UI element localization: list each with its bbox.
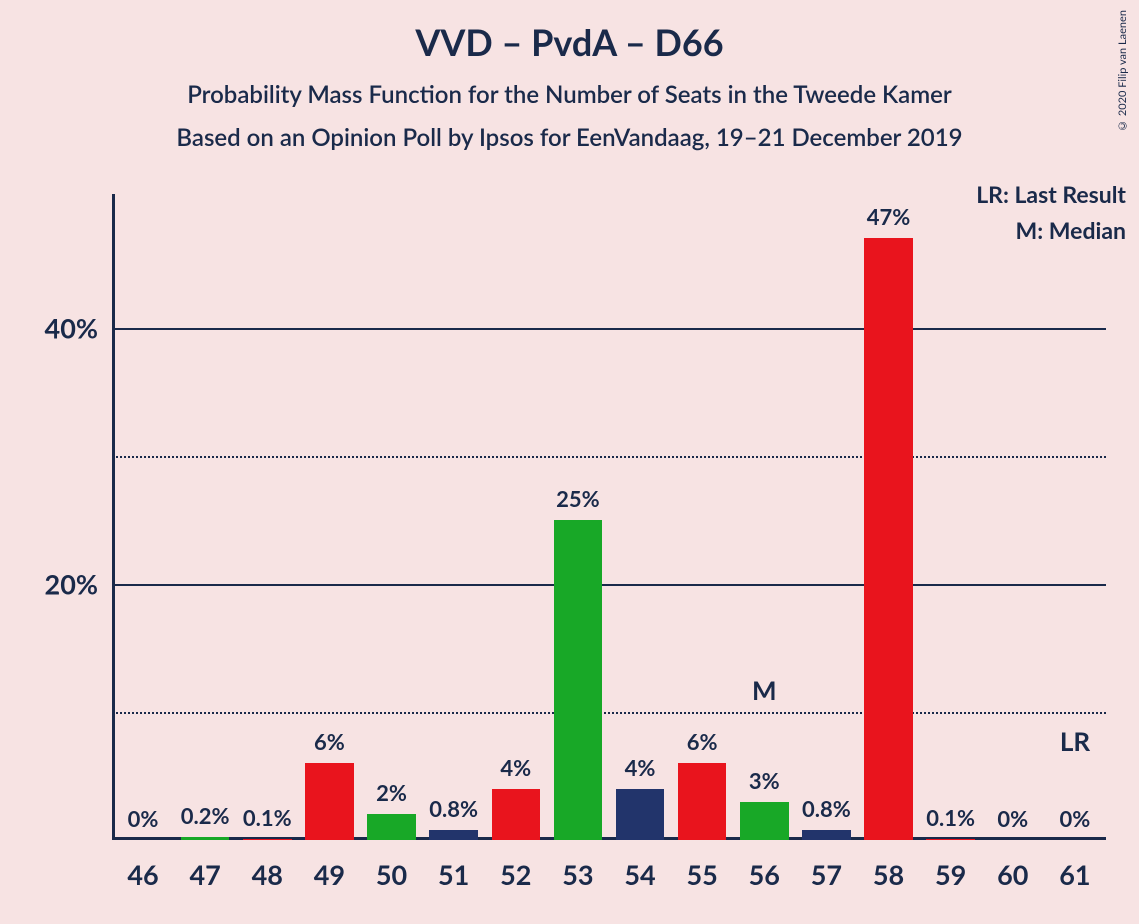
bar-value-label: 0%	[128, 805, 159, 832]
bar-value-label: 2%	[376, 779, 407, 806]
x-tick-label: 49	[314, 840, 345, 891]
y-axis	[112, 194, 115, 840]
x-tick-label: 55	[687, 840, 718, 891]
bar	[554, 520, 602, 840]
x-tick-label: 56	[749, 840, 780, 891]
bar	[616, 789, 664, 840]
x-tick-label: 57	[811, 840, 842, 891]
bar-value-label: 4%	[500, 754, 531, 781]
gridline-minor	[112, 456, 1106, 458]
x-tick-label: 52	[500, 840, 531, 891]
x-tick-label: 48	[252, 840, 283, 891]
chart-title: VVD – PvdA – D66	[0, 0, 1139, 64]
legend-last-result: LR: Last Result	[936, 180, 1126, 208]
bar-value-label: 0%	[997, 805, 1028, 832]
gridline-minor	[112, 712, 1106, 714]
bar	[429, 830, 477, 840]
x-tick-label: 59	[935, 840, 966, 891]
y-tick-label: 40%	[45, 312, 112, 345]
bar-value-label: 6%	[687, 728, 718, 755]
chart-subtitle-1: Probability Mass Function for the Number…	[0, 80, 1139, 109]
gridline-major	[112, 328, 1106, 330]
gridline-major	[112, 584, 1106, 586]
bar-value-label: 0.1%	[926, 804, 975, 831]
bar-value-label: 47%	[867, 203, 911, 230]
bar	[243, 839, 291, 840]
bar-value-label: 0.2%	[181, 802, 230, 829]
x-tick-label: 46	[127, 840, 158, 891]
bar-value-label: 0.8%	[802, 795, 851, 822]
copyright-label: © 2020 Filip van Laenen	[1116, 10, 1129, 132]
pmf-bar-chart: 20%40%464748495051525354555657585960610%…	[112, 200, 1106, 840]
bar-value-label: 4%	[625, 754, 656, 781]
x-tick-label: 51	[438, 840, 469, 891]
bar	[181, 837, 229, 840]
chart-subtitle-2: Based on an Opinion Poll by Ipsos for Ee…	[0, 123, 1139, 152]
x-tick-label: 58	[873, 840, 904, 891]
y-tick-label: 20%	[45, 568, 112, 601]
bar-value-label: 0%	[1060, 805, 1091, 832]
bar-value-label: 0.8%	[429, 795, 478, 822]
bar	[864, 238, 912, 840]
plot-area: 20%40%464748495051525354555657585960610%…	[112, 200, 1106, 840]
bar	[740, 802, 788, 840]
bar-value-label: 0.1%	[243, 804, 292, 831]
legend-median: M: Median	[936, 216, 1126, 244]
x-tick-label: 61	[1059, 840, 1090, 891]
x-tick-label: 53	[562, 840, 593, 891]
bar	[305, 763, 353, 840]
bar	[802, 830, 850, 840]
bar-value-label: 3%	[749, 767, 780, 794]
x-tick-label: 47	[190, 840, 221, 891]
last-result-annotation: LR	[1060, 725, 1090, 757]
bar	[926, 839, 974, 840]
bar-value-label: 25%	[556, 485, 600, 512]
x-tick-label: 50	[376, 840, 407, 891]
bar	[492, 789, 540, 840]
bar	[678, 763, 726, 840]
bar	[367, 814, 415, 840]
bar-value-label: 6%	[314, 728, 345, 755]
x-tick-label: 60	[997, 840, 1028, 891]
x-tick-label: 54	[624, 840, 655, 891]
median-annotation: M	[752, 674, 777, 706]
